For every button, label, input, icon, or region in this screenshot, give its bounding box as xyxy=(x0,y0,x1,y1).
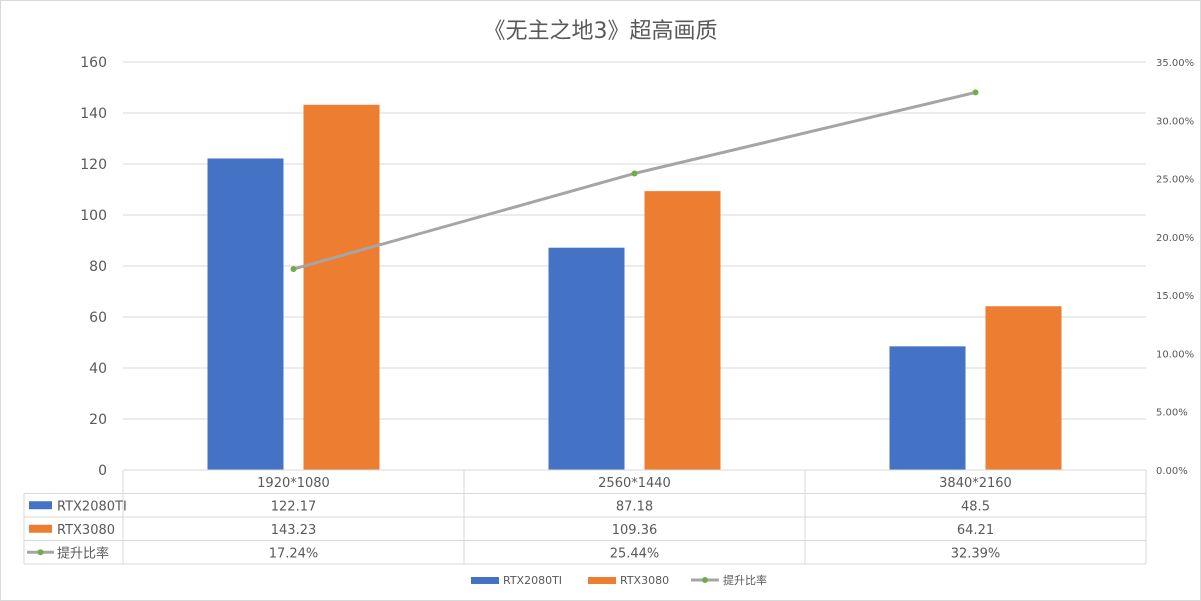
y-tick-label: 160 xyxy=(80,55,107,71)
data-label: 122.17 xyxy=(271,499,317,514)
y2-tick-label: 5.00% xyxy=(1156,408,1188,419)
table-legend-key xyxy=(37,549,44,556)
chart-title: 《无主之地3》超高画质 xyxy=(483,19,718,44)
y-tick-label: 40 xyxy=(89,361,107,377)
y-tick-label: 0 xyxy=(98,463,107,479)
y-tick-label: 80 xyxy=(89,259,107,275)
data-label: 87.18 xyxy=(616,499,653,514)
data-label: 48.5 xyxy=(961,499,990,514)
data-label: 25.44% xyxy=(610,546,660,561)
y2-tick-label: 25.00% xyxy=(1156,175,1194,186)
bar xyxy=(985,306,1062,470)
y-tick-label: 140 xyxy=(80,106,107,122)
y2-tick-label: 10.00% xyxy=(1156,349,1194,360)
legend-label: 提升比率 xyxy=(723,573,767,587)
bar xyxy=(303,104,380,471)
y2-tick-label: 30.00% xyxy=(1156,116,1194,127)
bar xyxy=(644,191,721,470)
legend-label: RTX3080 xyxy=(620,574,669,587)
y2-tick-label: 35.00% xyxy=(1156,58,1194,69)
y2-tick-label: 0.00% xyxy=(1156,466,1188,477)
y2-tick-label: 15.00% xyxy=(1156,291,1194,302)
y-tick-label: 100 xyxy=(80,208,107,224)
legend-key xyxy=(588,577,616,584)
data-label: 64.21 xyxy=(957,523,994,538)
data-label: 109.36 xyxy=(612,523,658,538)
y-tick-label: 20 xyxy=(89,412,107,428)
legend-key xyxy=(471,577,499,584)
table-legend-key xyxy=(29,524,52,533)
table-legend-key xyxy=(29,501,52,510)
line-point xyxy=(631,170,638,177)
bar xyxy=(207,158,284,471)
table-series-name: RTX2080TI xyxy=(57,499,127,514)
x-tick-label: 1920*1080 xyxy=(257,476,330,491)
y-tick-label: 120 xyxy=(80,157,107,173)
series-line xyxy=(293,90,976,271)
legend-label: RTX2080TI xyxy=(503,574,562,587)
y2-tick-label: 20.00% xyxy=(1156,233,1194,244)
y-tick-label: 60 xyxy=(89,310,107,326)
data-label: 143.23 xyxy=(271,523,317,538)
bar xyxy=(889,346,966,470)
legend-key xyxy=(702,577,708,583)
line-point xyxy=(290,266,297,273)
table-series-name: 提升比率 xyxy=(57,545,109,561)
x-tick-label: 2560*1440 xyxy=(598,476,671,491)
data-label: 17.24% xyxy=(269,546,319,561)
x-tick-label: 3840*2160 xyxy=(939,476,1012,491)
bar xyxy=(548,247,625,470)
data-label: 32.39% xyxy=(951,546,1001,561)
table-series-name: RTX3080 xyxy=(57,523,115,538)
line-point xyxy=(972,89,979,96)
